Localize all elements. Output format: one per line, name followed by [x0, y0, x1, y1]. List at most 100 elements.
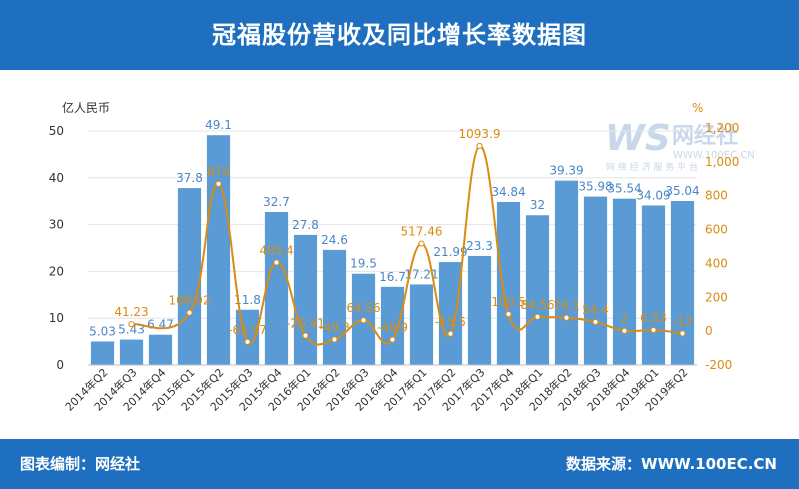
- left-axis-unit: 亿人民币: [62, 100, 110, 115]
- line-point: [360, 317, 367, 324]
- bar-value-label: 35.54: [607, 182, 641, 196]
- left-tick-label: 50: [49, 124, 64, 138]
- bar: [90, 341, 115, 365]
- line-value-label: 405.4: [259, 244, 293, 258]
- bar: [554, 180, 579, 365]
- line-point: [302, 332, 309, 339]
- left-tick-label: 20: [49, 264, 64, 278]
- left-tick-label: 30: [49, 218, 64, 232]
- line-value-label: 517.46: [401, 225, 443, 239]
- line-value-label: -26.41: [286, 317, 325, 331]
- bar-value-label: 17.21: [404, 267, 438, 281]
- bar-value-label: 39.39: [549, 164, 583, 178]
- bar: [380, 286, 405, 365]
- footer-compiler: 图表编制：网经社: [20, 455, 141, 473]
- bar: [641, 205, 666, 365]
- bar: [525, 215, 550, 365]
- bar-value-label: 32: [530, 198, 545, 212]
- line-point: [505, 311, 512, 318]
- bar: [670, 201, 695, 365]
- line-value-label: -13: [673, 314, 693, 328]
- bar: [148, 334, 173, 365]
- watermark-logo: WS: [605, 118, 671, 159]
- right-tick-label: 400: [705, 256, 728, 270]
- bar: [264, 211, 289, 365]
- line-point: [273, 259, 280, 266]
- bar: [612, 198, 637, 365]
- line-value-label: -49.9: [377, 321, 408, 335]
- watermark-name: 网经社: [672, 123, 738, 149]
- bar-value-label: 27.8: [292, 218, 319, 232]
- bar-value-label: 5.43: [118, 323, 145, 337]
- line-point: [215, 180, 222, 187]
- line-point: [244, 338, 251, 345]
- bar: [177, 188, 202, 365]
- line-point: [447, 330, 454, 337]
- line-value-label: 100.5: [491, 295, 525, 309]
- line-value-label: 64.56: [346, 301, 380, 315]
- header-bar: 冠福股份营收及同比增长率数据图: [0, 0, 799, 70]
- watermark-tagline: 网 络 经 济 服 务 平 台: [606, 161, 698, 173]
- line-value-label: -63.47: [228, 323, 267, 337]
- right-tick-label: -200: [705, 358, 732, 372]
- bar-value-label: 11.8: [234, 293, 261, 307]
- bar: [293, 234, 318, 365]
- footer-bar: 图表编制：网经社 数据来源：WWW.100EC.CN: [0, 439, 799, 489]
- right-tick-label: 800: [705, 189, 728, 203]
- right-tick-label: 1,200: [705, 121, 739, 135]
- line-point: [679, 330, 686, 337]
- bar-value-label: 37.8: [176, 171, 203, 185]
- line-value-label: 6.53: [640, 311, 667, 325]
- bar-value-label: 23.3: [466, 239, 493, 253]
- line-value-label: 108.92: [169, 294, 211, 308]
- line-value-label: 79.1: [553, 299, 580, 313]
- line-point: [476, 142, 483, 150]
- line-value-label: -49.3: [319, 320, 350, 334]
- line-point: [418, 240, 425, 247]
- line-value-label: 1093.9: [459, 127, 501, 141]
- bar: [496, 201, 521, 365]
- line-point: [389, 336, 396, 343]
- bar-value-label: 35.98: [578, 180, 612, 194]
- line-value-label: 54.4: [582, 303, 609, 317]
- right-tick-label: 1,000: [705, 155, 739, 169]
- bar: [438, 262, 463, 365]
- right-tick-label: 0: [705, 324, 713, 338]
- bar: [119, 339, 144, 365]
- line-value-label: -15.5: [435, 315, 466, 329]
- watermark: WS 网经社 WWW.100EC.CN 网 络 经 济 服 务 平 台: [605, 118, 755, 173]
- page-title: 冠福股份营收及同比增长率数据图: [212, 21, 587, 49]
- right-tick-label: 200: [705, 290, 728, 304]
- bar-value-label: 19.5: [350, 257, 377, 271]
- bar: [583, 196, 608, 365]
- line-point: [186, 309, 193, 316]
- line-value-label: 41.23: [114, 305, 148, 319]
- line-point: [534, 313, 541, 320]
- bar-value-label: 32.7: [263, 195, 290, 209]
- line-value-label: 84.56: [520, 298, 554, 312]
- bar-value-label: 49.1: [205, 118, 232, 132]
- bar: [409, 284, 434, 365]
- line-point: [128, 321, 135, 328]
- bar: [467, 255, 492, 365]
- line-point: [592, 318, 599, 326]
- bar-value-label: 35.04: [665, 184, 699, 198]
- watermark-url: WWW.100EC.CN: [673, 150, 755, 161]
- bar-value-label: 34.84: [491, 185, 525, 199]
- bar-series: 5.03 5.43 6.47 37.8 49.1 11.8 32.727.824.619.5…: [89, 118, 700, 365]
- line-value-label: 2: [621, 312, 629, 326]
- bar-value-label: 34.09: [636, 188, 670, 202]
- bar-value-label: 21.99: [433, 245, 467, 259]
- line-point: [621, 327, 628, 334]
- bar-value-label: 6.47: [147, 318, 174, 332]
- chart: WS 网经社 WWW.100EC.CN 网 络 经 济 服 务 平 台 5.03…: [49, 100, 755, 414]
- right-tick-label: 600: [705, 223, 728, 237]
- left-tick-label: 0: [56, 358, 64, 372]
- line-point: [331, 336, 338, 343]
- bar: [322, 249, 347, 365]
- bar-value-label: 5.03: [89, 324, 116, 338]
- line-value-label: 870: [207, 165, 230, 179]
- right-axis-unit: %: [692, 101, 703, 115]
- left-tick-label: 40: [49, 171, 64, 185]
- bar-value-label: 24.6: [321, 233, 348, 247]
